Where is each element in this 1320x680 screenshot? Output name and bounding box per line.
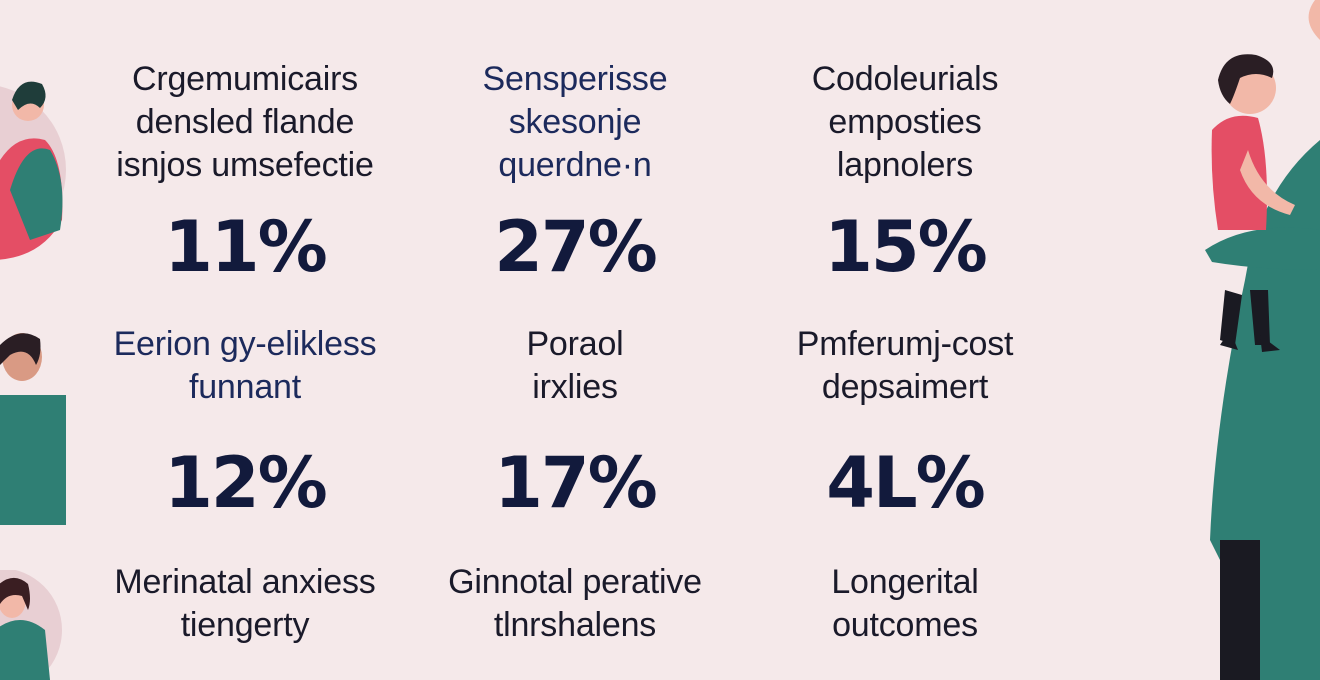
- stat-label: Poraol irxlies: [526, 325, 624, 406]
- stat-label: Merinatal anxiess tiengerty: [114, 563, 376, 644]
- stat-card: Poraol irxlies 17%: [410, 323, 740, 523]
- stat-value: 11%: [164, 206, 328, 288]
- stat-card: Sensperisse skesonje querdne·n 27%: [410, 58, 740, 287]
- stat-card: Merinatal anxiess tiengerty: [80, 561, 410, 647]
- stat-label: Pmferumj-cost depsaimert: [796, 325, 1014, 406]
- stat-card: Ginnotal perative tlnrshalens: [410, 561, 740, 647]
- parent-hugging-child-icon: [0, 81, 66, 260]
- stat-label: Sensperisse skesonje querdne·n: [482, 60, 668, 184]
- person-icon: [0, 333, 66, 525]
- stat-label: Crgemumicairs densled flande isnjos umse…: [116, 60, 374, 184]
- stat-value: 4L%: [826, 442, 985, 524]
- stat-value: 12%: [164, 442, 328, 524]
- woman-icon: [0, 570, 62, 680]
- stat-label: Longerital outcomes: [831, 563, 979, 644]
- stat-card: Crgemumicairs densled flande isnjos umse…: [80, 58, 410, 287]
- stat-label: Ginnotal perative tlnrshalens: [448, 563, 702, 644]
- stat-label: Eerion gy-elikless funnant: [113, 325, 377, 406]
- stat-card: Codoleurials emposties lapnolers 15%: [740, 58, 1070, 287]
- stat-value: 27%: [494, 206, 658, 288]
- stat-label: Codoleurials emposties lapnolers: [811, 60, 999, 184]
- stat-value: 15%: [824, 206, 988, 288]
- adult-carrying-child-illustration: [1205, 0, 1320, 680]
- stat-card: Pmferumj-cost depsaimert 4L%: [740, 323, 1070, 523]
- stat-value: 17%: [494, 442, 658, 524]
- stat-card: Eerion gy-elikless funnant 12%: [80, 323, 410, 523]
- stat-card: Longerital outcomes: [740, 561, 1070, 647]
